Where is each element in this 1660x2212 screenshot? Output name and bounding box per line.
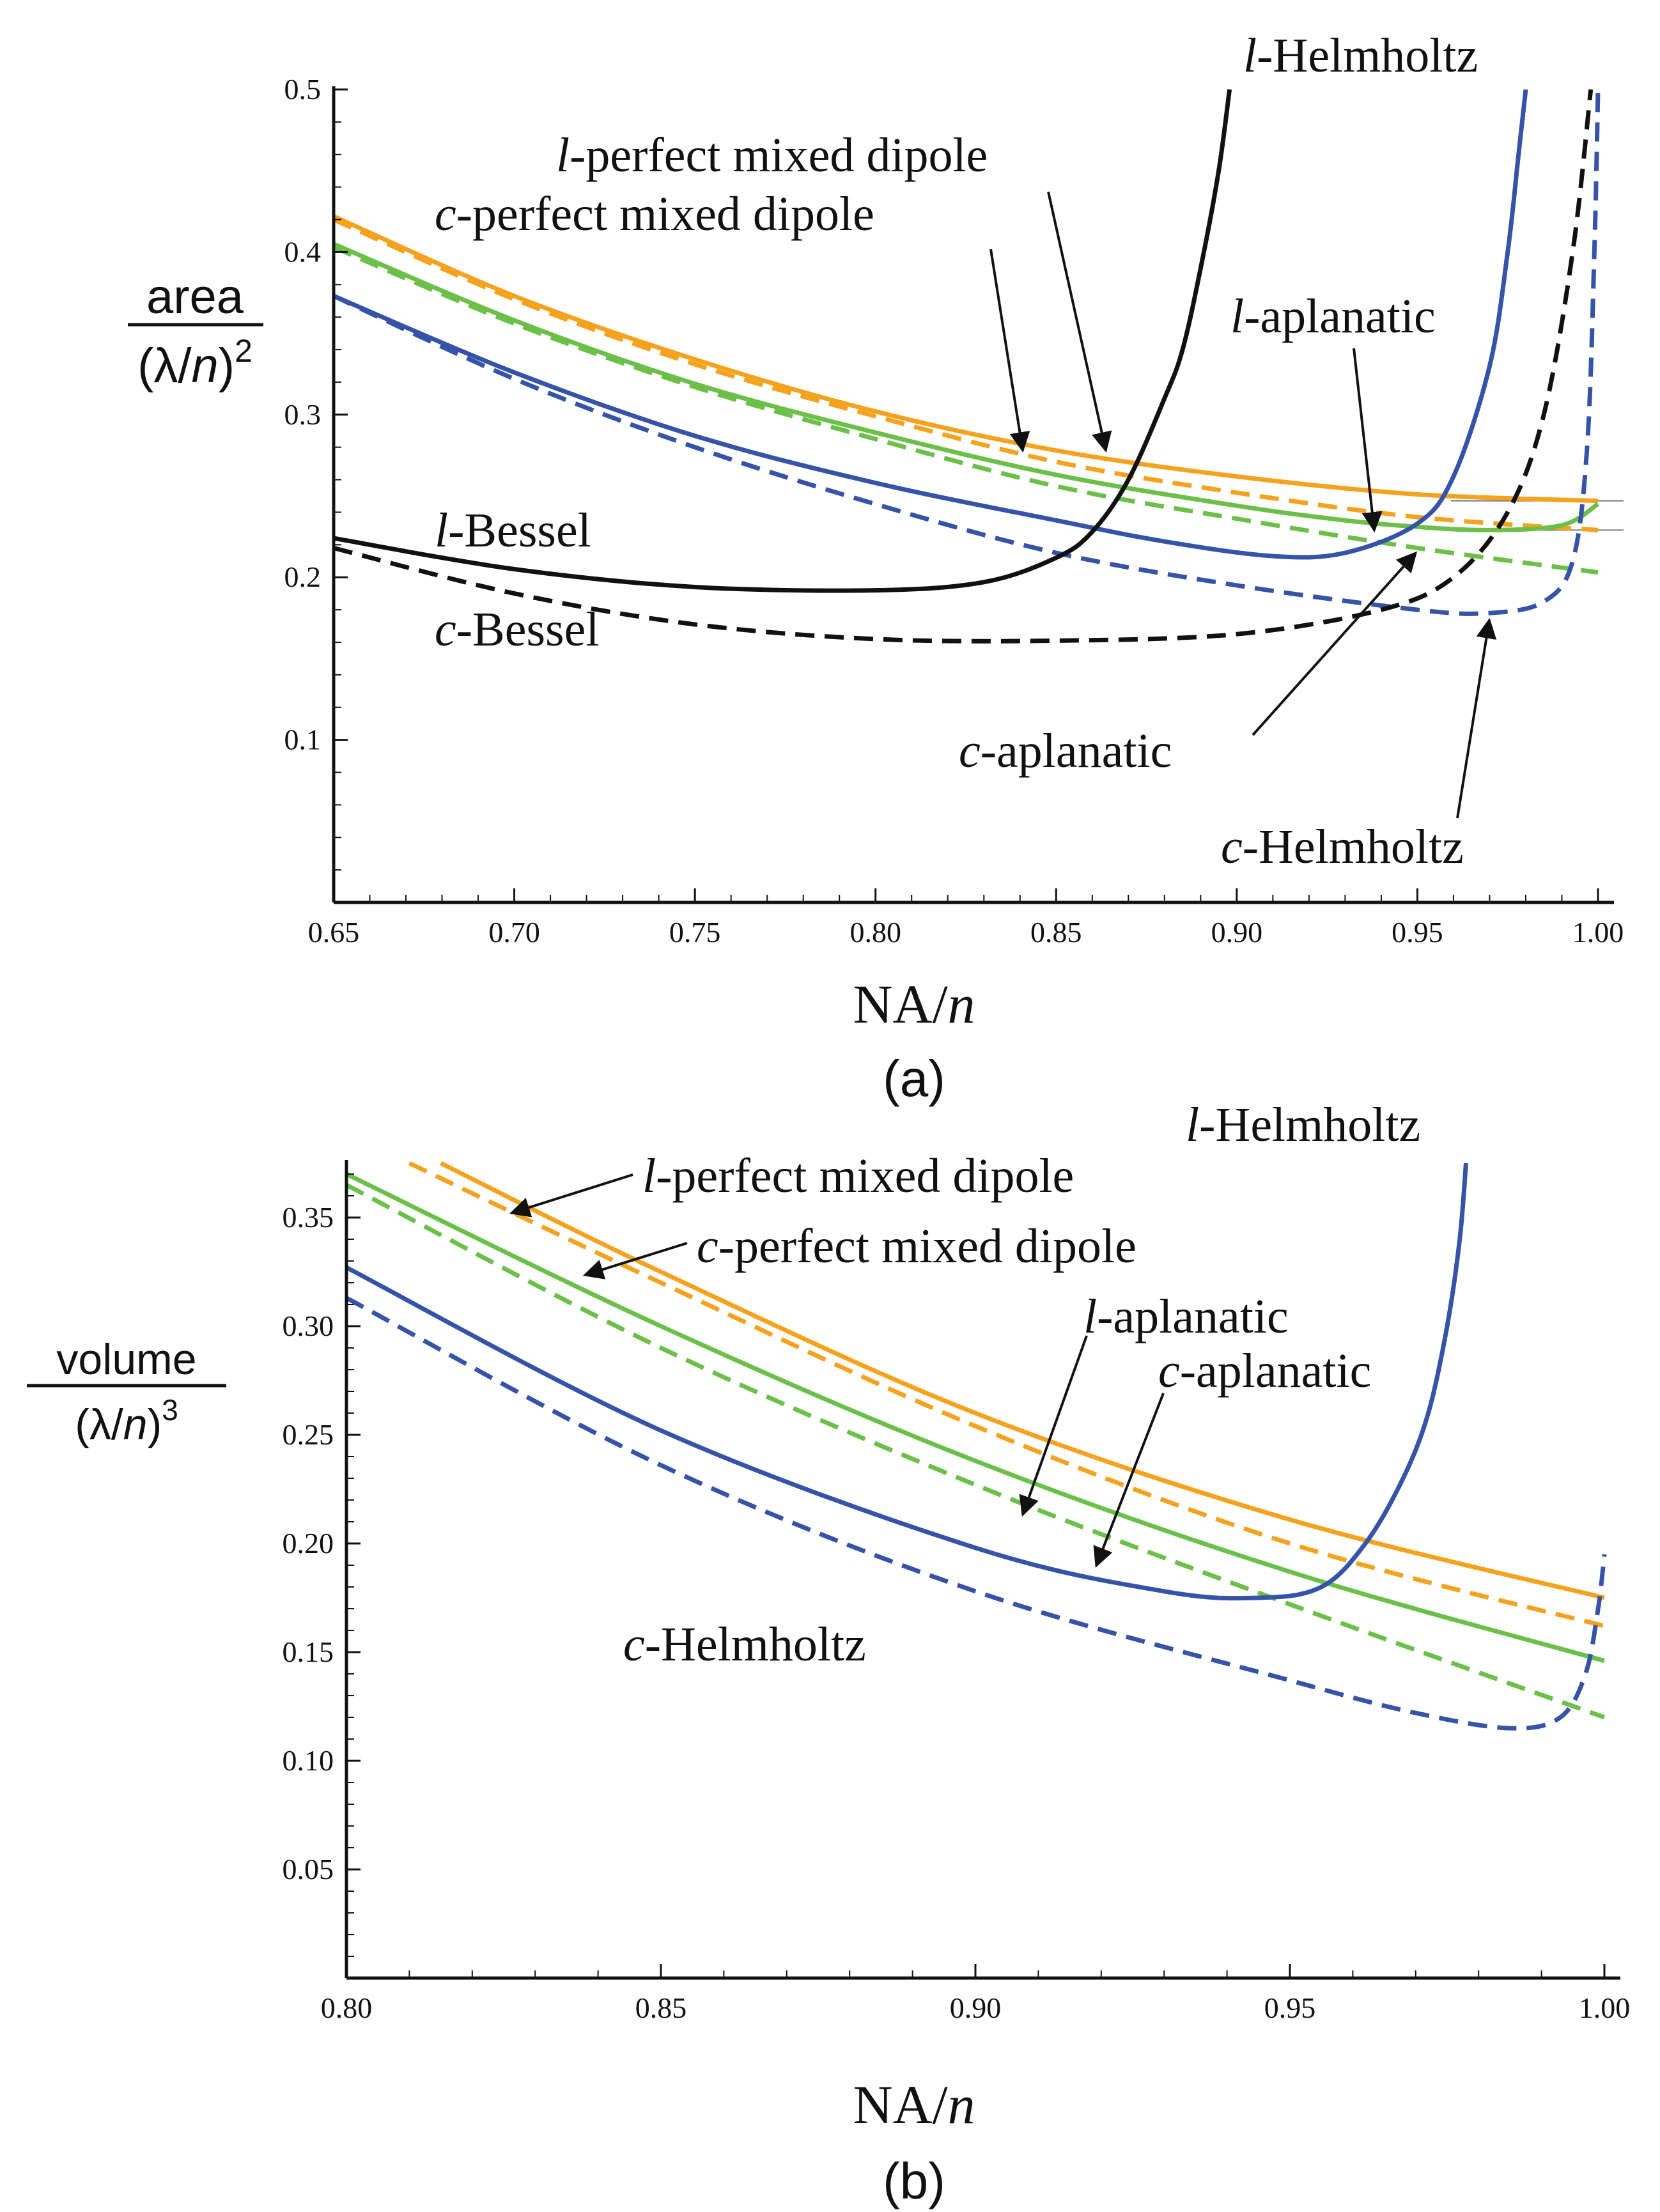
x-tick-label: 0.70 [488, 916, 540, 948]
x-tick-label: 0.90 [1211, 916, 1263, 948]
panel-label-b: (b) [883, 2153, 945, 2209]
arrow-l-aplanatic [1019, 1335, 1088, 1517]
annotation-l-helmholtz: l-Helmholtz [1186, 1098, 1420, 1152]
ticks-b: 0.80 0.85 0.90 0.95 1.00 0.05 0.10 0.15 0.20 0.25… [283, 1173, 1631, 2024]
y-tick-label: 0.25 [283, 1418, 334, 1451]
arrow-c-helmholtz [1456, 617, 1497, 819]
series-line-l-bessel [333, 89, 1232, 593]
x-tick-label: 0.75 [669, 916, 721, 948]
y-axis-title-numerator: area [146, 270, 244, 324]
y-axis-title-denominator: (λ/n)3 [75, 1393, 178, 1449]
series-group-b [345, 1161, 1607, 1731]
arrow-l-aplanatic [1353, 348, 1383, 533]
chart-panel-a: 0.65 0.70 0.75 0.80 0.85 0.90 0.95 1.00 0.1 0.2 0.… [128, 29, 1624, 1107]
ticks-a: 0.65 0.70 0.75 0.80 0.85 0.90 0.95 1.00 0.1 0.2 0.… [284, 73, 1624, 948]
annotation-c-aplanatic: c-aplanatic [1158, 1344, 1371, 1398]
series-line-l-aplanatic [332, 242, 1599, 532]
annotation-l-helmholtz: l-Helmholtz [1243, 29, 1478, 82]
series-line-c-bessel [333, 89, 1594, 644]
y-tick-label: 0.05 [283, 1853, 334, 1885]
annotation-c-helmholtz: c-Helmholtz [1221, 820, 1464, 874]
y-axis-title-denominator: (λ/n)2 [137, 333, 252, 393]
arrow-c-perfect-mixed-dipole [582, 1242, 688, 1280]
y-tick-label: 0.15 [283, 1636, 334, 1668]
annotation-c-perfect-mixed-dipole: c-perfect mixed dipole [435, 187, 874, 241]
series-line-c-helmholtz [332, 89, 1601, 616]
y-tick-label: 0.30 [283, 1310, 334, 1342]
annotation-c-helmholtz: c-Helmholtz [623, 1618, 866, 1671]
x-tick-label: 0.95 [1264, 1992, 1316, 2024]
y-tick-label: 0.10 [283, 1744, 334, 1777]
series-line-c-perfect-mixed-dipole [332, 217, 1599, 532]
x-tick-label: 0.95 [1392, 916, 1443, 948]
series-group-a [332, 89, 1601, 644]
y-axis-title-numerator: volume [56, 1335, 196, 1384]
x-tick-label: 0.80 [849, 916, 901, 948]
arrow-c-aplanatic [1252, 551, 1418, 736]
annotation-c-aplanatic: c-aplanatic [959, 724, 1172, 778]
y-tick-label: 0.5 [284, 73, 322, 105]
arrow-c-perfect-mixed-dipole [989, 249, 1030, 453]
y-tick-label: 0.4 [284, 235, 322, 268]
series-line-l-perfect-mixed-dipole [440, 1161, 1605, 1600]
annotation-l-perfect-mixed-dipole: l-perfect mixed dipole [556, 128, 988, 182]
series-line-c-aplanatic [332, 245, 1599, 575]
panel-label-a: (a) [883, 1050, 945, 1107]
axes-b [345, 1160, 1620, 1980]
arrow-c-aplanatic [1093, 1393, 1165, 1568]
series-line-l-helmholtz [345, 1163, 1468, 1601]
annotation-l-perfect-mixed-dipole: l-perfect mixed dipole [642, 1149, 1074, 1203]
series-line-c-perfect-mixed-dipole [408, 1161, 1605, 1628]
x-axis-title: NA/n [853, 2074, 975, 2135]
x-tick-label: 1.00 [1579, 1992, 1631, 2024]
y-tick-label: 0.35 [283, 1201, 334, 1234]
annotation-c-bessel: c-Bessel [435, 603, 599, 656]
x-tick-label: 0.80 [321, 1992, 373, 2024]
annotation-c-perfect-mixed-dipole: c-perfect mixed dipole [697, 1219, 1136, 1273]
axes-a [332, 86, 1614, 904]
y-tick-label: 0.3 [284, 398, 322, 431]
chart-panel-b: 0.80 0.85 0.90 0.95 1.00 0.05 0.10 0.15 0.20 0.25… [27, 1098, 1630, 2209]
x-tick-label: 0.65 [308, 916, 360, 948]
x-axis-title: NA/n [853, 973, 975, 1035]
series-line-c-helmholtz [345, 1295, 1607, 1731]
series-line-l-helmholtz [332, 89, 1528, 560]
series-line-l-aplanatic [345, 1172, 1605, 1663]
arrow-l-perfect-mixed-dipole [1047, 191, 1112, 453]
x-tick-label: 0.85 [1030, 916, 1082, 948]
x-tick-label: 0.85 [635, 1992, 687, 2024]
annotation-l-aplanatic: l-aplanatic [1230, 290, 1436, 343]
y-tick-label: 0.2 [284, 561, 322, 593]
y-tick-label: 0.20 [283, 1527, 334, 1559]
y-tick-label: 0.1 [284, 723, 322, 756]
x-tick-label: 0.90 [950, 1992, 1002, 2024]
x-tick-label: 1.00 [1572, 916, 1624, 948]
series-line-c-aplanatic [345, 1182, 1606, 1720]
arrow-l-perfect-mixed-dipole [509, 1173, 633, 1218]
annotation-l-aplanatic: l-aplanatic [1083, 1290, 1289, 1343]
series-line-l-perfect-mixed-dipole [332, 214, 1599, 504]
annotation-l-bessel: l-Bessel [435, 504, 591, 557]
